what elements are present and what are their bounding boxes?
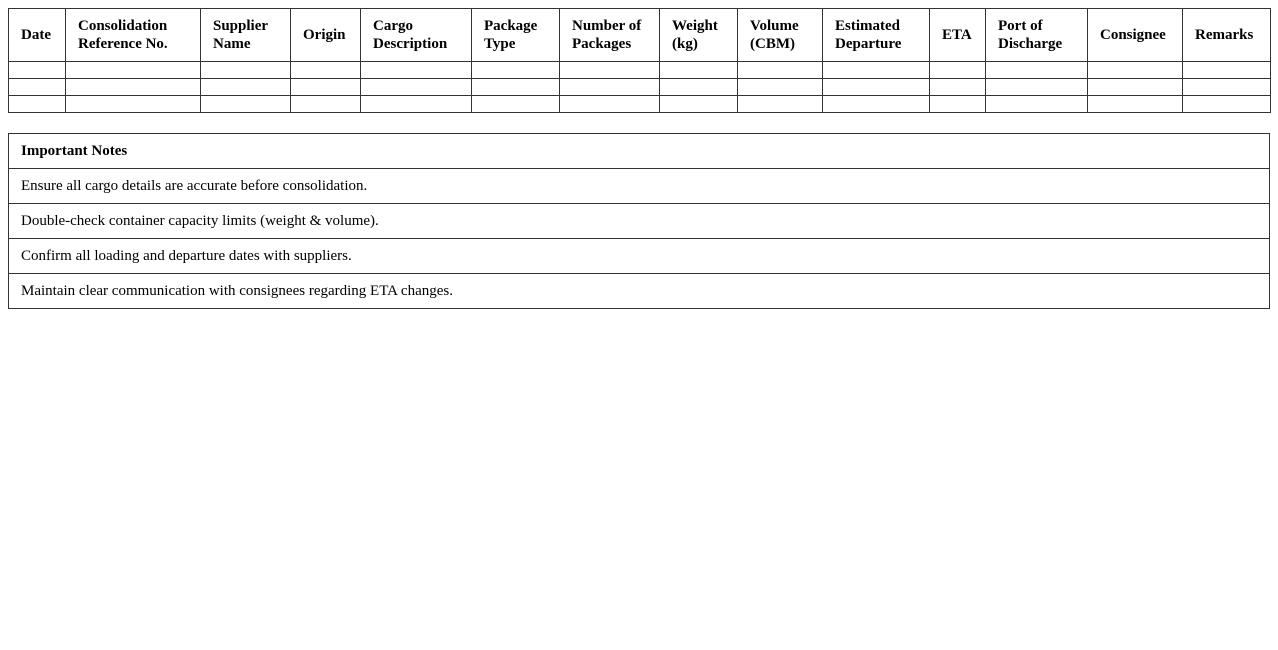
table-cell <box>659 61 738 79</box>
column-header: Cargo Description <box>360 8 472 62</box>
note-item: Maintain clear communication with consig… <box>8 273 1270 309</box>
table-cell <box>559 95 660 113</box>
table-cell <box>200 78 291 96</box>
table-cell <box>1087 78 1183 96</box>
column-header: Port of Discharge <box>985 8 1088 62</box>
table-row <box>8 95 1271 113</box>
important-notes-table: Important Notes Ensure all cargo details… <box>8 133 1270 309</box>
table-cell <box>822 61 930 79</box>
table-cell <box>290 78 361 96</box>
column-header: Estimated Departure <box>822 8 930 62</box>
table-cell <box>659 95 738 113</box>
header-row: Date Consolidation Reference No. Supplier … <box>8 8 1271 62</box>
table-cell <box>929 78 986 96</box>
table-cell <box>737 78 823 96</box>
table-row <box>8 78 1271 96</box>
column-header: Remarks <box>1182 8 1271 62</box>
table-cell <box>737 95 823 113</box>
cargo-consolidation-table: Date Consolidation Reference No. Supplier … <box>8 8 1271 113</box>
note-row: Maintain clear communication with consig… <box>8 273 1270 309</box>
table-cell <box>1182 78 1271 96</box>
table-cell <box>1182 61 1271 79</box>
table-cell <box>360 78 472 96</box>
table-cell <box>1087 95 1183 113</box>
table-cell <box>929 61 986 79</box>
note-item: Ensure all cargo details are accurate be… <box>8 168 1270 204</box>
table-cell <box>8 95 66 113</box>
table-cell <box>65 95 201 113</box>
column-header: Consignee <box>1087 8 1183 62</box>
table-cell <box>471 95 560 113</box>
table-cell <box>471 78 560 96</box>
table-cell <box>822 95 930 113</box>
table-cell <box>559 61 660 79</box>
table-cell <box>8 61 66 79</box>
notes-header-row: Important Notes <box>8 133 1270 169</box>
note-row: Double-check container capacity limits (… <box>8 203 1270 239</box>
table-cell <box>985 61 1088 79</box>
table-cell <box>360 61 472 79</box>
table-cell <box>822 78 930 96</box>
table-cell <box>65 61 201 79</box>
column-header: Volume (CBM) <box>737 8 823 62</box>
table-cell <box>929 95 986 113</box>
table-cell <box>360 95 472 113</box>
column-header: Package Type <box>471 8 560 62</box>
note-row: Confirm all loading and departure dates … <box>8 238 1270 274</box>
table-cell <box>65 78 201 96</box>
table-cell <box>737 61 823 79</box>
column-header: ETA <box>929 8 986 62</box>
table-cell <box>290 61 361 79</box>
column-header: Supplier Name <box>200 8 291 62</box>
column-header: Date <box>8 8 66 62</box>
column-header: Weight (kg) <box>659 8 738 62</box>
note-item: Confirm all loading and departure dates … <box>8 238 1270 274</box>
note-row: Ensure all cargo details are accurate be… <box>8 168 1270 204</box>
note-item: Double-check container capacity limits (… <box>8 203 1270 239</box>
column-header: Number of Packages <box>559 8 660 62</box>
table-cell <box>559 78 660 96</box>
table-row <box>8 61 1271 79</box>
table-cell <box>8 78 66 96</box>
table-cell <box>200 95 291 113</box>
table-cell <box>659 78 738 96</box>
column-header: Origin <box>290 8 361 62</box>
table-cell <box>1087 61 1183 79</box>
table-cell <box>985 95 1088 113</box>
table-cell <box>200 61 291 79</box>
table-cell <box>985 78 1088 96</box>
table-cell <box>1182 95 1271 113</box>
column-header: Consolidation Reference No. <box>65 8 201 62</box>
notes-title: Important Notes <box>8 133 1270 169</box>
table-cell <box>290 95 361 113</box>
table-cell <box>471 61 560 79</box>
